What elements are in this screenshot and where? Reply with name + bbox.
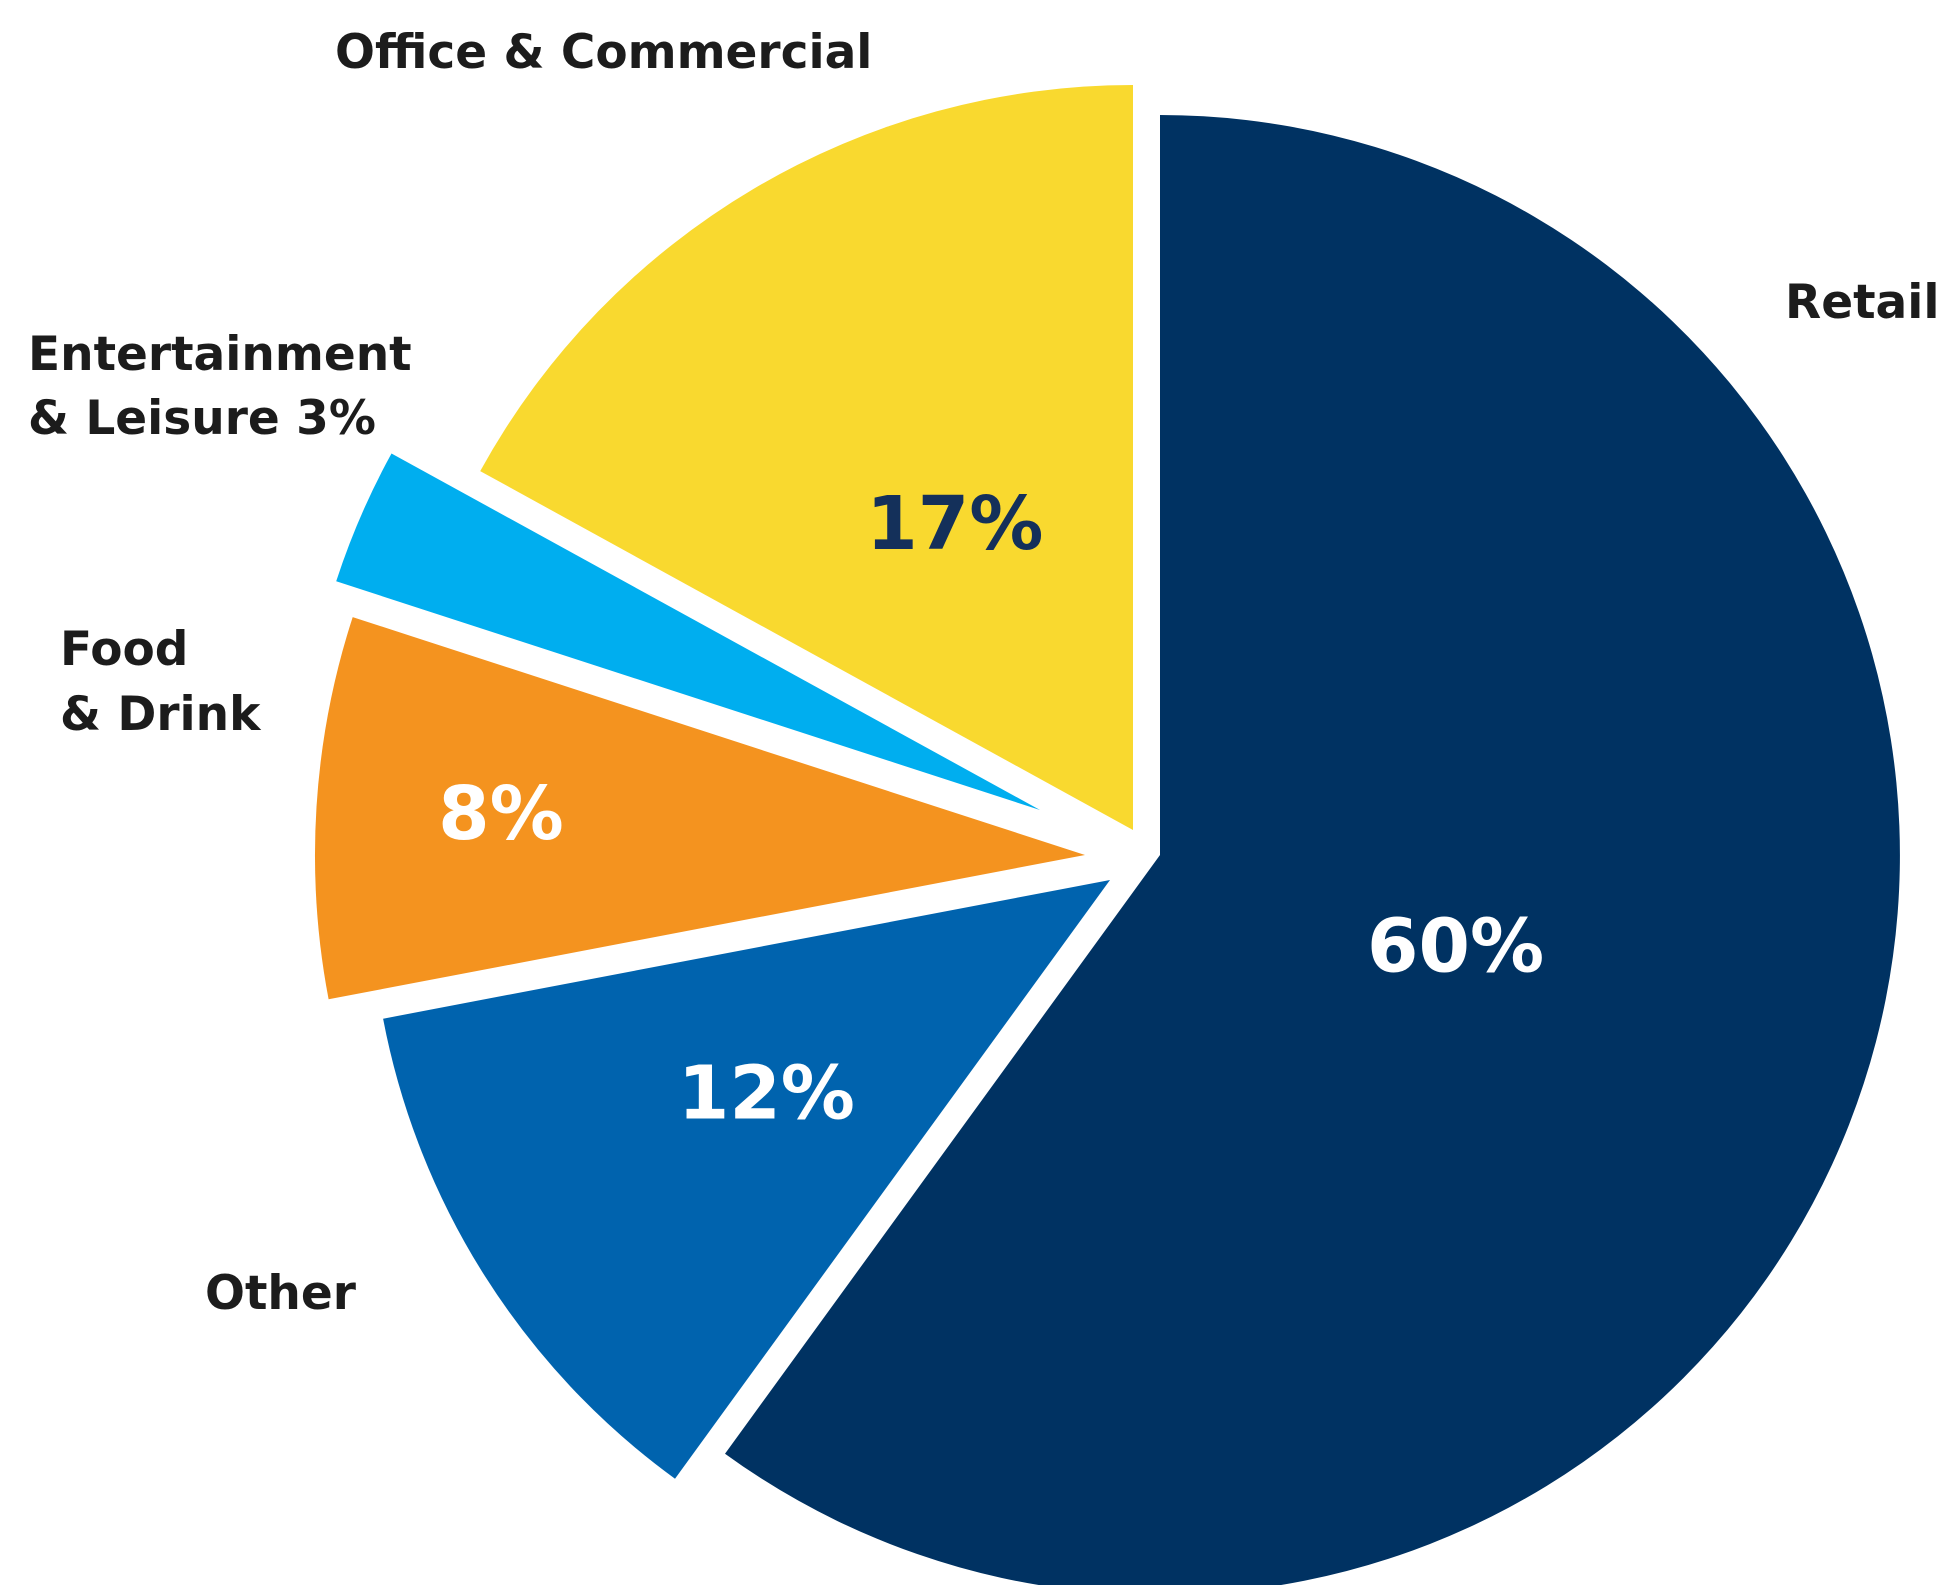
pie-slice-retail	[725, 115, 1900, 1585]
slice-value-label: 17%	[866, 481, 1043, 567]
pie-slice-entertainment-leisure	[336, 453, 1040, 810]
label-food-line2: & Drink	[60, 687, 262, 742]
slice-value-label: 12%	[678, 1051, 855, 1137]
pie-slice-office-commercial	[480, 85, 1133, 830]
slice-value-label: 60%	[1367, 904, 1544, 990]
label-entertainment-line2: & Leisure 3%	[28, 391, 376, 446]
pie-slice-labels: 60% 12% 8% 17%	[438, 481, 1544, 1137]
label-retail: Retail	[1785, 275, 1939, 330]
label-office-commercial: Office & Commercial	[335, 25, 872, 80]
pie-slice-other	[383, 880, 1111, 1479]
label-entertainment-line1: Entertainment	[28, 327, 412, 382]
label-other: Other	[205, 1266, 357, 1321]
label-food-line1: Food	[60, 622, 188, 677]
pie-slices	[314, 85, 1900, 1585]
slice-value-label: 8%	[438, 771, 564, 857]
pie-slice-food-drink	[314, 617, 1085, 1000]
